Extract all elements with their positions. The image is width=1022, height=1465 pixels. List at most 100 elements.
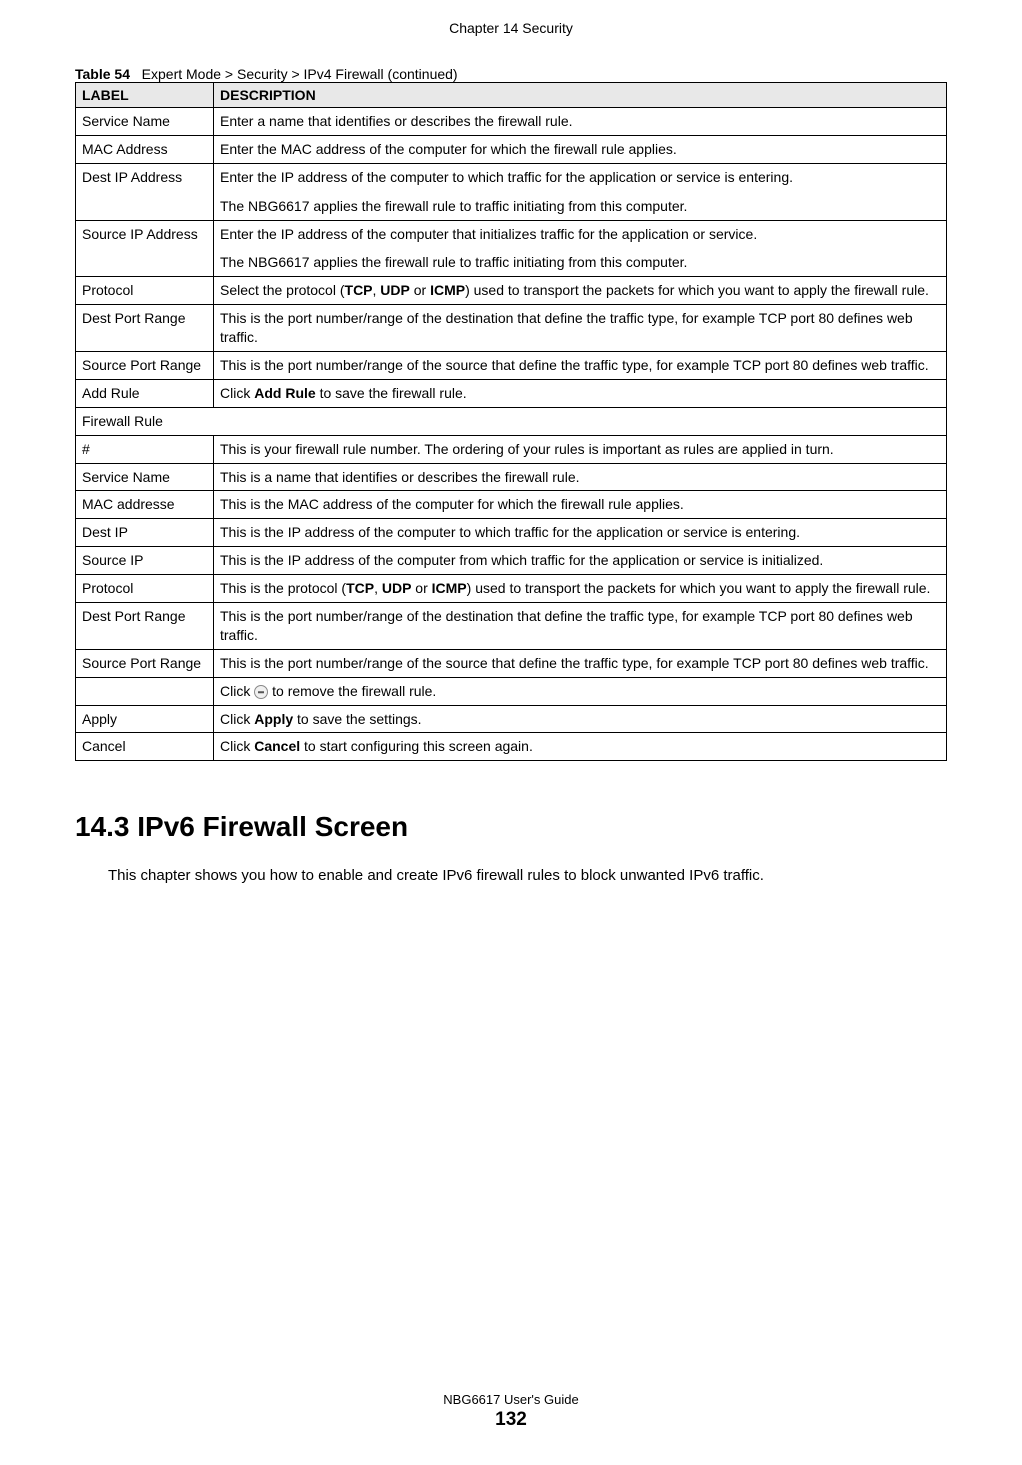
page-footer: NBG6617 User's Guide 132: [0, 1392, 1022, 1431]
section-text: This chapter shows you how to enable and…: [75, 867, 947, 884]
firewall-table: LABEL DESCRIPTION Service Name Enter a na…: [75, 82, 947, 761]
table-row: ProtocolSelect the protocol (TCP, UDP or…: [76, 277, 947, 305]
desc-text: Enter the MAC address of the computer fo…: [220, 141, 677, 157]
table-row: CancelClick Cancel to start configuring …: [76, 733, 947, 761]
header-description: DESCRIPTION: [214, 83, 947, 108]
desc-text: This is the port number/range of the sou…: [220, 357, 929, 373]
row-description: Enter a name that identifies or describe…: [214, 108, 947, 136]
row-description: This is the protocol (TCP, UDP or ICMP) …: [214, 575, 947, 603]
row-description: This is the IP address of the computer t…: [214, 519, 947, 547]
desc-text: to save the firewall rule.: [316, 385, 467, 401]
row-description: Enter the IP address of the computer to …: [214, 163, 947, 220]
header-label: LABEL: [76, 83, 214, 108]
table-row: Add RuleClick Add Rule to save the firew…: [76, 379, 947, 407]
row-label: Dest Port Range: [76, 603, 214, 650]
row-label: Source Port Range: [76, 352, 214, 380]
row-description: Enter the MAC address of the computer fo…: [214, 135, 947, 163]
table-row: Dest IP This is the IP address of the com…: [76, 519, 947, 547]
row-description: This is the port number/range of the sou…: [214, 352, 947, 380]
desc-text: This is the port number/range of the sou…: [220, 655, 929, 671]
desc-bold: TCP: [346, 580, 374, 596]
desc-text: Enter the IP address of the computer tha…: [220, 226, 757, 242]
table-row: Click to remove the firewall rule.: [76, 677, 947, 705]
table-row: Firewall Rule: [76, 407, 947, 435]
row-description: Select the protocol (TCP, UDP or ICMP) u…: [214, 277, 947, 305]
row-label: #: [76, 435, 214, 463]
row-label: Protocol: [76, 575, 214, 603]
row-label: Source IP: [76, 547, 214, 575]
row-description: Click Add Rule to save the firewall rule…: [214, 379, 947, 407]
desc-text: This is the port number/range of the des…: [220, 310, 913, 345]
table-row: # This is your firewall rule number. The …: [76, 435, 947, 463]
desc-text: The NBG6617 applies the firewall rule to…: [220, 198, 687, 214]
desc-bold: Cancel: [254, 738, 300, 754]
desc-bold: TCP: [345, 282, 373, 298]
desc-text: This is the protocol (: [220, 580, 346, 596]
table-row: Dest Port RangeThis is the port number/r…: [76, 603, 947, 650]
footer-page-number: 132: [0, 1409, 1022, 1431]
desc-text: This is your firewall rule number. The o…: [220, 441, 834, 457]
row-label: [76, 677, 214, 705]
table-row: MAC AddressEnter the MAC address of the …: [76, 135, 947, 163]
desc-text: Click: [220, 711, 254, 727]
row-label: Source IP Address: [76, 220, 214, 277]
table-row: ApplyClick Apply to save the settings.: [76, 705, 947, 733]
row-label: Service Name: [76, 108, 214, 136]
row-description: This is a name that identifies or descri…: [214, 463, 947, 491]
row-label: Service Name: [76, 463, 214, 491]
row-label: Source Port Range: [76, 649, 214, 677]
desc-bold: Add Rule: [254, 385, 315, 401]
footer-guide-title: NBG6617 User's Guide: [0, 1392, 1022, 1407]
desc-text: or: [411, 580, 431, 596]
desc-text: Enter a name that identifies or describe…: [220, 113, 573, 129]
row-description: This is the IP address of the computer f…: [214, 547, 947, 575]
table-row: Source IP Address Enter the IP address of…: [76, 220, 947, 277]
desc-text: ) used to transport the packets for whic…: [467, 580, 931, 596]
minus-icon: [254, 685, 268, 699]
row-description: This is the MAC address of the computer …: [214, 491, 947, 519]
table-caption: Table 54 Expert Mode > Security > IPv4 F…: [75, 66, 947, 82]
row-label: Apply: [76, 705, 214, 733]
desc-text: Select the protocol (: [220, 282, 345, 298]
table-row: ProtocolThis is the protocol (TCP, UDP o…: [76, 575, 947, 603]
desc-text: This is the MAC address of the computer …: [220, 496, 684, 512]
row-description: This is your firewall rule number. The o…: [214, 435, 947, 463]
row-description: This is the port number/range of the des…: [214, 305, 947, 352]
chapter-header: Chapter 14 Security: [75, 20, 947, 36]
table-number: Table 54: [75, 66, 130, 82]
row-description: This is the port number/range of the sou…: [214, 649, 947, 677]
desc-text: to remove the firewall rule.: [268, 683, 436, 699]
row-description: Click Apply to save the settings.: [214, 705, 947, 733]
row-label: Dest IP Address: [76, 163, 214, 220]
desc-text: to save the settings.: [293, 711, 421, 727]
row-description: Click to remove the firewall rule.: [214, 677, 947, 705]
row-description: Click Cancel to start configuring this s…: [214, 733, 947, 761]
desc-text: This is the IP address of the computer t…: [220, 524, 800, 540]
desc-text: This is a name that identifies or descri…: [220, 469, 580, 485]
table-row: Source IPThis is the IP address of the c…: [76, 547, 947, 575]
row-label: MAC addresse: [76, 491, 214, 519]
row-label: Firewall Rule: [76, 407, 947, 435]
row-label: Cancel: [76, 733, 214, 761]
row-label: Dest IP: [76, 519, 214, 547]
desc-text: This is the port number/range of the des…: [220, 608, 913, 643]
table-row: Service Name Enter a name that identifies…: [76, 108, 947, 136]
table-row: Dest Port RangeThis is the port number/r…: [76, 305, 947, 352]
section-heading: 14.3 IPv6 Firewall Screen: [75, 811, 947, 843]
desc-text: Click: [220, 738, 254, 754]
row-label: Add Rule: [76, 379, 214, 407]
table-row: Service Name This is a name that identifi…: [76, 463, 947, 491]
table-title: Expert Mode > Security > IPv4 Firewall (…: [142, 66, 458, 82]
table-row: Source Port Range This is the port number…: [76, 352, 947, 380]
row-label: Protocol: [76, 277, 214, 305]
desc-bold: Apply: [254, 711, 293, 727]
desc-bold: UDP: [380, 282, 410, 298]
table-row: MAC addresse This is the MAC address of t…: [76, 491, 947, 519]
desc-text: Click: [220, 683, 254, 699]
desc-text: The NBG6617 applies the firewall rule to…: [220, 254, 687, 270]
desc-bold: ICMP: [430, 282, 465, 298]
table-row: Source Port Range This is the port number…: [76, 649, 947, 677]
desc-text: ) used to transport the packets for whic…: [465, 282, 929, 298]
desc-text: Enter the IP address of the computer to …: [220, 169, 793, 185]
row-label: Dest Port Range: [76, 305, 214, 352]
